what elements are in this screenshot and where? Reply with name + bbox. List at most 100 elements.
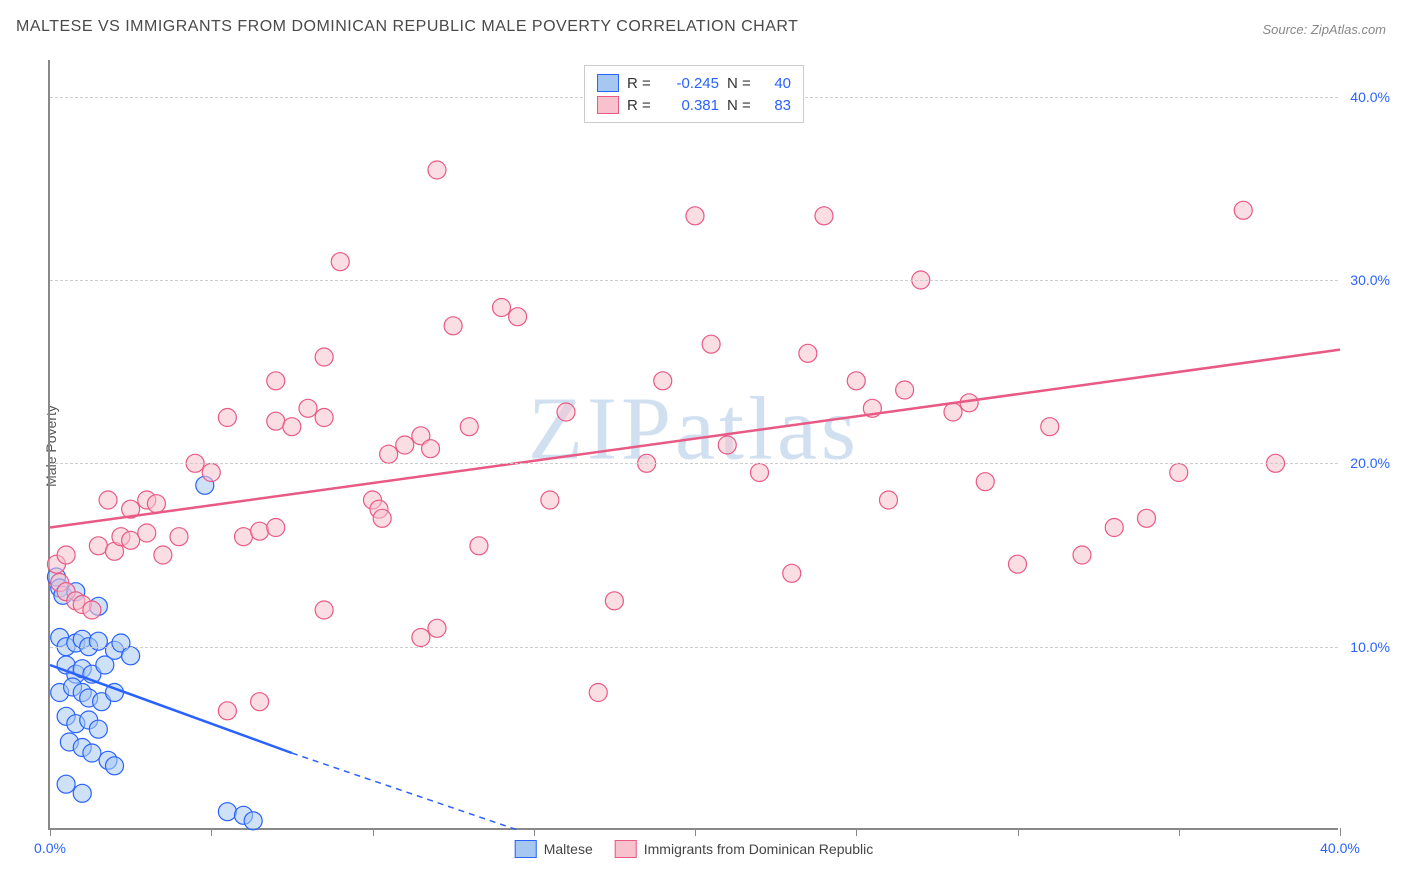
ytick-label: 10.0% [1350,639,1390,655]
scatter-point [493,299,511,317]
scatter-point [83,601,101,619]
legend-n-value: 40 [761,75,791,92]
scatter-point [815,207,833,225]
scatter-point [896,381,914,399]
scatter-point [460,418,478,436]
scatter-point [99,491,117,509]
legend-item: Maltese [515,840,593,858]
gridline [50,463,1338,464]
scatter-point [57,775,75,793]
legend-swatch-pink [597,96,619,114]
scatter-point [57,546,75,564]
xtick [211,828,212,836]
scatter-point [122,531,140,549]
scatter-point [1041,418,1059,436]
scatter-point [589,684,607,702]
scatter-point [1138,509,1156,527]
scatter-point [267,412,285,430]
scatter-point [373,509,391,527]
legend-r-label: R = [627,75,653,92]
ytick-label: 30.0% [1350,272,1390,288]
scatter-point [218,803,236,821]
gridline [50,647,1338,648]
legend-swatch-pink [615,840,637,858]
plot-area: ZIPatlas R = -0.245 N = 40 R = 0.381 N =… [48,60,1338,830]
scatter-point [235,528,253,546]
xtick-label: 0.0% [34,840,66,856]
scatter-point [315,409,333,427]
xtick [856,828,857,836]
scatter-point [880,491,898,509]
scatter-svg [50,60,1338,828]
xtick-label: 40.0% [1320,840,1360,856]
scatter-point [283,418,301,436]
scatter-point [444,317,462,335]
scatter-point [218,409,236,427]
source-attribution: Source: ZipAtlas.com [1262,22,1386,37]
xtick [1018,828,1019,836]
ytick-label: 40.0% [1350,89,1390,105]
scatter-point [541,491,559,509]
scatter-point [122,647,140,665]
legend-n-value: 83 [761,97,791,114]
scatter-point [267,372,285,390]
correlation-legend: R = -0.245 N = 40 R = 0.381 N = 83 [584,65,804,123]
scatter-point [799,344,817,362]
scatter-point [89,720,107,738]
legend-r-value: 0.381 [661,97,719,114]
scatter-point [718,436,736,454]
legend-r-label: R = [627,97,653,114]
scatter-point [154,546,172,564]
scatter-point [96,656,114,674]
ytick-label: 20.0% [1350,455,1390,471]
xtick [1179,828,1180,836]
scatter-point [751,464,769,482]
scatter-point [202,464,220,482]
xtick [1340,828,1341,836]
scatter-point [509,308,527,326]
scatter-point [170,528,188,546]
scatter-point [847,372,865,390]
series-legend: Maltese Immigrants from Dominican Republ… [515,840,874,858]
scatter-point [944,403,962,421]
scatter-point [412,629,430,647]
scatter-point [1170,464,1188,482]
trendline [50,350,1340,528]
scatter-point [605,592,623,610]
legend-item: Immigrants from Dominican Republic [615,840,874,858]
trendline-extrapolated [292,753,518,830]
scatter-point [89,537,107,555]
scatter-point [83,744,101,762]
scatter-point [428,619,446,637]
scatter-point [251,522,269,540]
scatter-point [331,253,349,271]
legend-row: R = 0.381 N = 83 [597,94,791,116]
scatter-point [218,702,236,720]
scatter-point [1073,546,1091,564]
legend-n-label: N = [727,97,753,114]
scatter-point [73,784,91,802]
legend-swatch-blue [597,74,619,92]
xtick [695,828,696,836]
scatter-point [470,537,488,555]
scatter-point [396,436,414,454]
scatter-point [315,601,333,619]
scatter-point [106,757,124,775]
gridline [50,280,1338,281]
scatter-point [428,161,446,179]
legend-label: Immigrants from Dominican Republic [644,841,874,857]
scatter-point [422,440,440,458]
scatter-point [1234,201,1252,219]
xtick [373,828,374,836]
legend-swatch-blue [515,840,537,858]
scatter-point [251,693,269,711]
xtick [50,828,51,836]
scatter-point [147,495,165,513]
scatter-point [299,399,317,417]
scatter-point [1009,555,1027,573]
scatter-point [654,372,672,390]
scatter-point [380,445,398,463]
legend-label: Maltese [544,841,593,857]
scatter-point [686,207,704,225]
scatter-point [315,348,333,366]
